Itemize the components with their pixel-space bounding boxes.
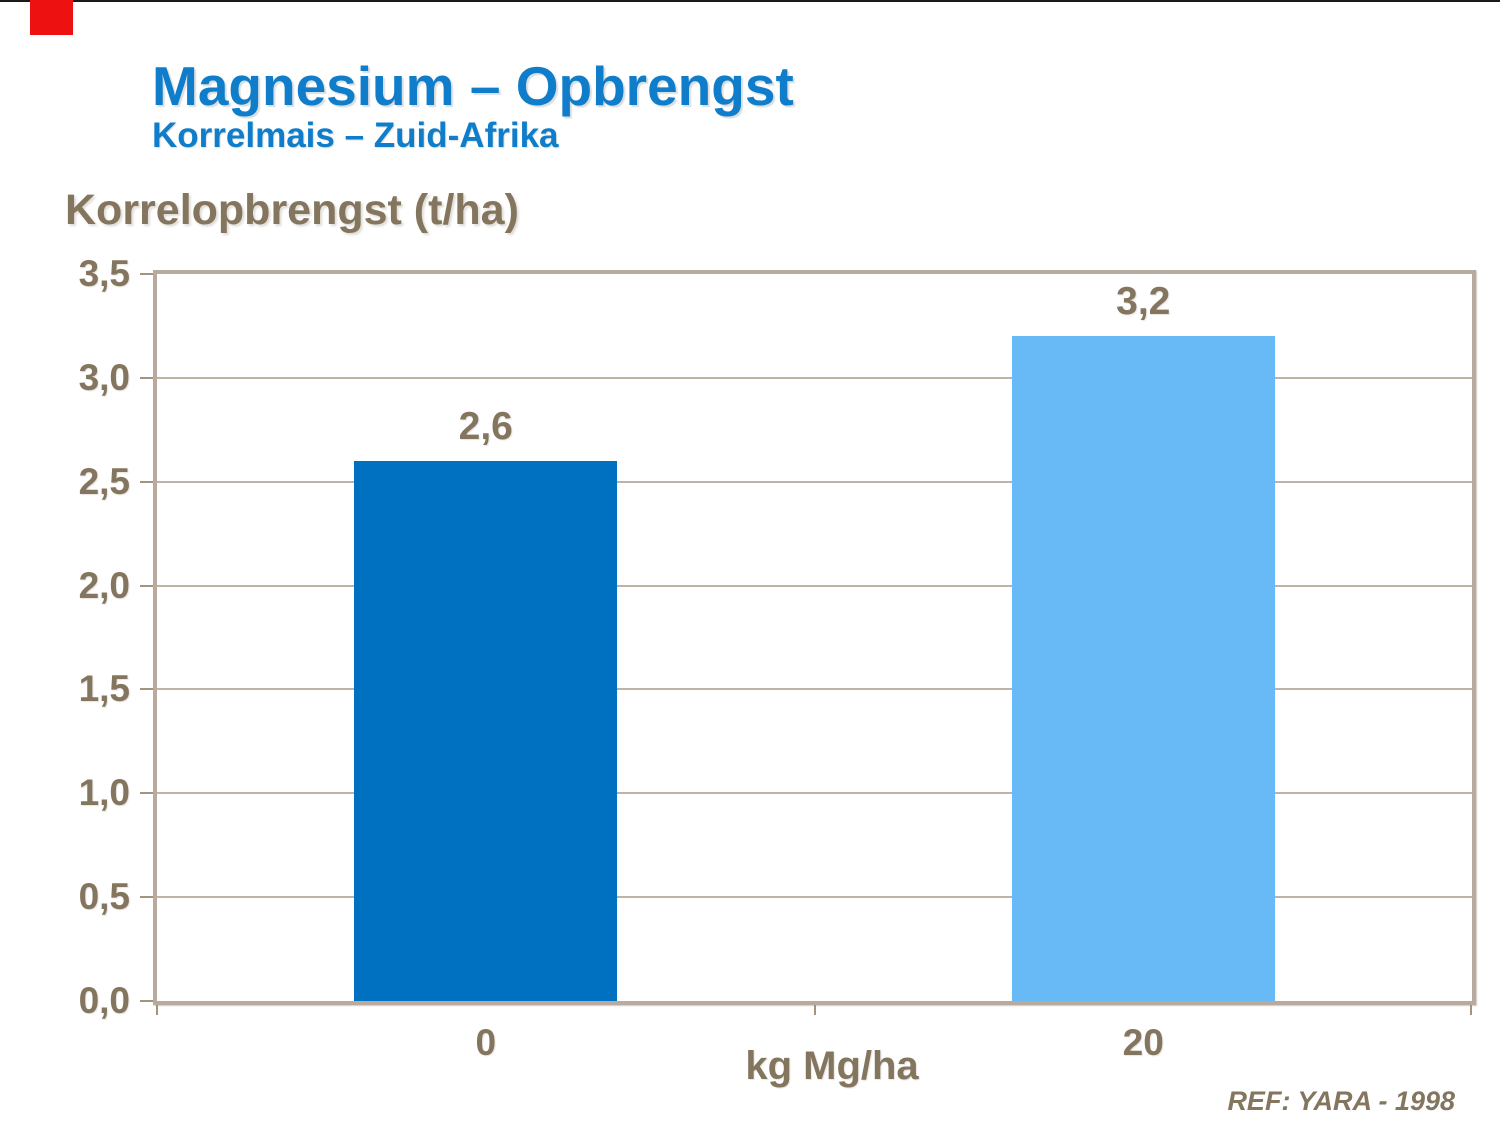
slide-title: Magnesium – Opbrengst: [152, 55, 794, 117]
x-axis-tick: [156, 1005, 158, 1015]
slide-subtitle: Korrelmais – Zuid-Afrika: [152, 116, 559, 155]
x-axis-title: kg Mg/ha: [745, 1044, 919, 1088]
y-axis-tick: [140, 792, 153, 795]
bar: [354, 460, 618, 1001]
y-axis-tick: [140, 480, 153, 483]
y-axis-tick: [140, 688, 153, 691]
gridline: [157, 896, 1472, 899]
x-axis-tick: [1470, 1005, 1472, 1015]
y-axis-tick: [140, 273, 153, 275]
x-category-label: 0: [475, 1022, 497, 1063]
gridline: [157, 792, 1472, 795]
bar-value-label: 3,2: [1116, 280, 1171, 324]
bar-value-label: 2,6: [458, 404, 513, 448]
x-axis-tick: [813, 1005, 816, 1015]
bar: [1011, 336, 1275, 1001]
y-tick-label: 2,0: [78, 564, 130, 606]
reference-note: REF: YARA - 1998: [1227, 1086, 1455, 1116]
gridline: [157, 584, 1472, 587]
y-tick-label: 1,0: [78, 772, 130, 814]
y-tick-label: 0,0: [78, 980, 130, 1021]
y-axis-tick: [140, 584, 153, 587]
y-tick-label: 3,5: [78, 253, 130, 294]
y-axis-tick: [140, 1000, 153, 1002]
y-axis-tick: [140, 896, 153, 899]
y-tick-label: 0,5: [78, 876, 130, 918]
y-axis-tick: [140, 376, 153, 379]
y-tick-label: 3,0: [78, 356, 130, 398]
red-accent-mark: [30, 0, 73, 35]
gridline: [157, 480, 1472, 483]
plot-frame: [153, 270, 1476, 1005]
y-tick-label: 1,5: [78, 668, 130, 710]
gridline: [157, 376, 1472, 379]
top-edge-line: [0, 0, 1500, 2]
gridline: [157, 688, 1472, 691]
y-tick-label: 2,5: [78, 460, 130, 502]
x-category-label: 20: [1122, 1022, 1164, 1063]
y-axis-title: Korrelopbrengst (t/ha): [65, 186, 519, 234]
